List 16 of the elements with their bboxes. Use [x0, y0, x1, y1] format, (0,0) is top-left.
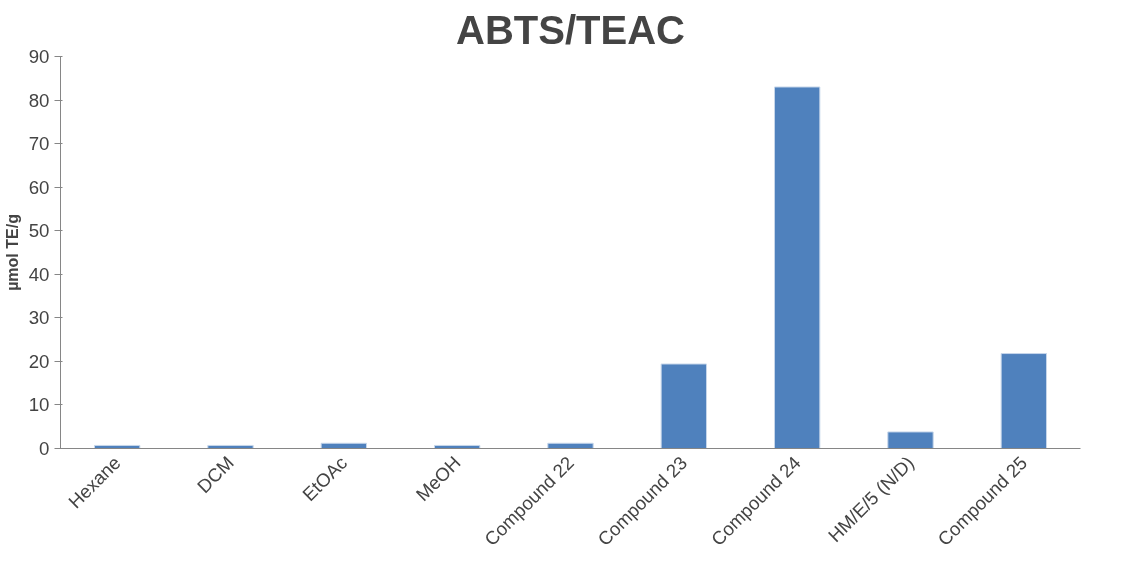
y-tick-label: 70: [28, 133, 50, 155]
y-tick-label: 0: [39, 438, 50, 459]
bar: [660, 363, 707, 449]
y-tick-label: 20: [28, 350, 50, 372]
y-tick-label: 10: [28, 394, 50, 416]
y-tick-label: 50: [28, 220, 50, 242]
y-axis-title: µmol TE/g: [3, 214, 21, 291]
y-tick-label: 80: [28, 89, 50, 111]
y-tick-label: 60: [28, 176, 50, 198]
bar: [774, 86, 821, 449]
bar: [1000, 353, 1047, 449]
bar: [887, 431, 934, 449]
y-tick-label: 40: [28, 263, 50, 285]
y-tick-label: 90: [28, 46, 50, 67]
y-tick-label: 30: [28, 307, 50, 329]
chart-title: ABTS/TEAC: [456, 7, 685, 52]
